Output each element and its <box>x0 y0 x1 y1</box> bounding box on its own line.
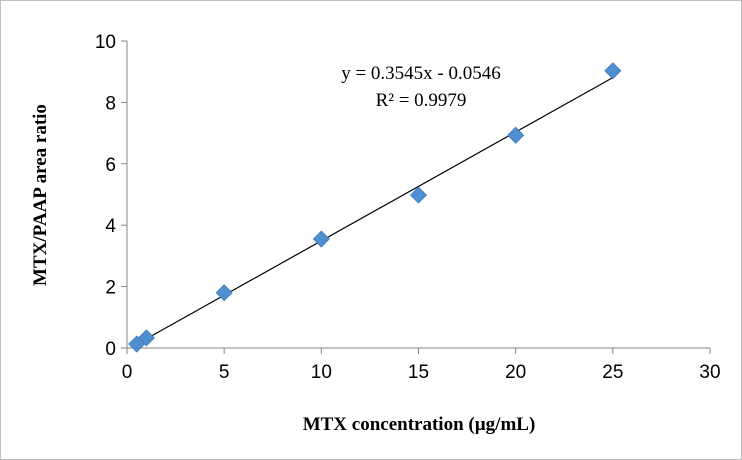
data-point <box>604 62 622 80</box>
x-tick-label: 30 <box>699 362 720 383</box>
x-tick-label: 25 <box>602 362 623 383</box>
y-tick-label: 4 <box>105 216 116 237</box>
x-axis-title: MTX concentration (µg/mL) <box>303 414 536 435</box>
y-tick-label: 6 <box>105 155 116 176</box>
trendline <box>136 77 614 345</box>
x-tick-label: 10 <box>311 362 332 383</box>
data-point <box>409 186 428 204</box>
x-tick-label: 15 <box>408 362 429 383</box>
x-tick-label: 0 <box>122 362 133 383</box>
y-tick-label: 2 <box>105 278 116 299</box>
y-tick-label: 0 <box>105 339 116 360</box>
data-point <box>137 329 155 347</box>
y-axis-title: MTX/PAAP area ratio <box>30 104 51 286</box>
x-tick-label: 20 <box>505 362 526 383</box>
x-tick-label: 5 <box>219 362 230 383</box>
data-point <box>312 230 330 248</box>
y-tick-label: 8 <box>105 93 116 114</box>
y-tick-label: 10 <box>95 32 116 53</box>
data-point <box>215 284 233 302</box>
axes: 0 2 4 6 8 10 0 5 10 15 20 25 30 <box>95 32 721 383</box>
trendline-equation: y = 0.3545x - 0.0546 <box>341 63 501 84</box>
r-squared-label: R² = 0.9979 <box>376 90 467 111</box>
data-point <box>507 126 525 144</box>
data-points <box>128 62 622 353</box>
trendline-group <box>136 77 614 345</box>
